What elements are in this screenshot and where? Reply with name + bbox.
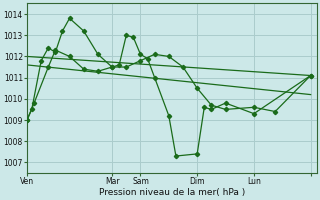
X-axis label: Pression niveau de la mer( hPa ): Pression niveau de la mer( hPa ): [99, 188, 245, 197]
